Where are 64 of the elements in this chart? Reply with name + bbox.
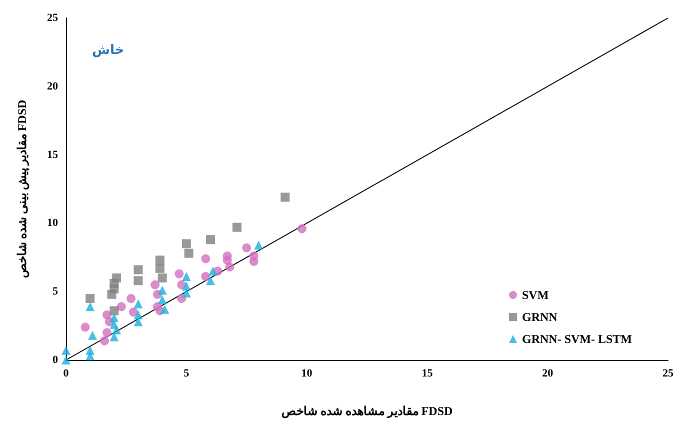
point — [249, 257, 258, 266]
annotation: خاش — [92, 43, 124, 58]
point — [280, 192, 290, 202]
point — [182, 272, 191, 282]
y-tick-label: 20 — [47, 80, 58, 92]
point — [134, 265, 143, 274]
x-tick-label: 20 — [542, 368, 554, 380]
x-tick-label: 0 — [63, 368, 70, 380]
point — [112, 325, 122, 334]
point — [110, 332, 119, 342]
point — [134, 310, 143, 320]
point — [206, 276, 215, 286]
point — [86, 294, 95, 303]
y-tick-label: 25 — [47, 12, 58, 24]
point — [174, 269, 184, 278]
point — [254, 240, 264, 250]
point — [160, 304, 170, 314]
y-tick-label: 5 — [52, 286, 58, 298]
y-tick-label: 15 — [47, 148, 58, 161]
point — [86, 351, 95, 360]
point — [126, 294, 136, 303]
legend-label: SVM — [522, 288, 549, 302]
point — [102, 328, 112, 338]
point — [100, 336, 110, 346]
point — [134, 276, 143, 286]
y-axis-title: مقادیر پیش بینی شده شاخص FDSD — [15, 100, 30, 278]
x-axis-title: مقادیر مشاهده شده شاخص FDSD — [281, 404, 453, 419]
x-tick-label: 25 — [662, 368, 674, 380]
x-tick-label: 15 — [422, 368, 434, 380]
point — [225, 262, 234, 272]
legend-label: GRNN — [522, 310, 558, 324]
point — [107, 290, 116, 299]
point — [158, 295, 167, 304]
point — [242, 243, 252, 252]
point — [182, 239, 191, 248]
x-tick-label: 5 — [184, 368, 190, 380]
point — [158, 273, 167, 282]
point — [128, 308, 138, 317]
point — [150, 280, 160, 290]
point — [208, 266, 218, 276]
point — [201, 272, 210, 282]
point — [206, 235, 215, 244]
point — [297, 224, 306, 234]
point — [110, 306, 119, 316]
point — [155, 264, 164, 273]
point — [184, 248, 194, 258]
point — [80, 322, 90, 332]
point — [182, 288, 191, 298]
point — [116, 302, 126, 312]
y-tick-label: 10 — [47, 217, 58, 230]
legend-label: GRNN- SVM- LSTM — [522, 332, 632, 346]
point — [62, 356, 70, 364]
point — [134, 317, 143, 326]
point — [201, 254, 210, 264]
point — [88, 330, 97, 340]
point — [86, 302, 95, 312]
point — [158, 286, 167, 295]
point — [232, 222, 242, 232]
y-tick-label: 0 — [52, 354, 58, 366]
point — [155, 256, 164, 265]
point — [62, 346, 70, 355]
point — [182, 282, 191, 291]
x-tick-label: 10 — [301, 368, 313, 380]
point — [134, 299, 143, 308]
